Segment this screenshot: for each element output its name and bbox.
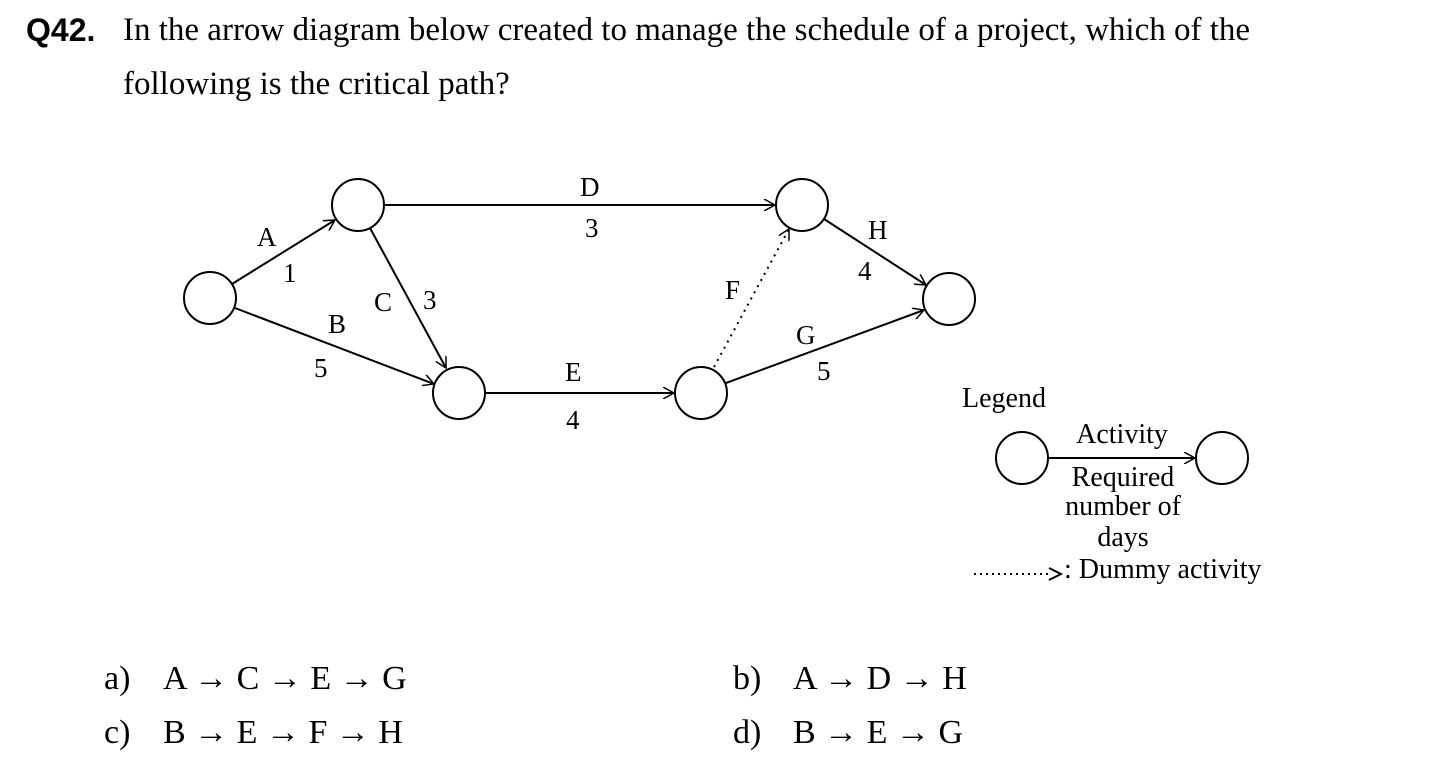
- legend-node-end: [1195, 431, 1249, 485]
- option-c-text: B → E → F → H: [163, 714, 403, 751]
- activity-label-c: C: [374, 287, 392, 317]
- activity-days-a: 1: [283, 258, 297, 288]
- legend-required-line-1: Required: [1072, 462, 1175, 493]
- option-d-label: d): [733, 714, 762, 751]
- arrow-g: [725, 310, 924, 384]
- arrow-c: [369, 227, 447, 368]
- activity-days-h: 4: [858, 256, 872, 286]
- activity-label-d: D: [580, 172, 600, 202]
- activity-days-d: 3: [585, 213, 599, 243]
- node-3: [432, 366, 486, 420]
- activity-label-a: A: [257, 222, 277, 252]
- activity-label-h: H: [868, 215, 888, 245]
- arrow-b: [234, 307, 434, 384]
- legend-dummy-label: : Dummy activity: [1064, 554, 1262, 585]
- node-6: [922, 272, 976, 326]
- node-1: [183, 271, 237, 325]
- question-text-line-2: following is the critical path?: [123, 66, 510, 102]
- option-c-label: c): [104, 714, 131, 751]
- arrow-h: [823, 218, 926, 285]
- activity-days-c: 3: [423, 285, 437, 315]
- legend-activity-label: Activity: [1076, 419, 1168, 450]
- activity-label-f: F: [725, 275, 740, 305]
- activity-label-e: E: [565, 357, 582, 387]
- legend-dummy-arrowhead: [1048, 567, 1064, 581]
- arrow-f-dummy: [713, 229, 790, 368]
- activity-days-e: 4: [566, 405, 580, 435]
- option-a-text: A → C → E → G: [163, 660, 407, 697]
- activity-days-g: 5: [817, 356, 831, 386]
- activity-label-g: G: [796, 320, 816, 350]
- arrow-a: [231, 219, 335, 285]
- legend-required-line-3: days: [1097, 522, 1148, 553]
- question-number: Q42.: [26, 12, 96, 48]
- option-b-label: b): [733, 660, 762, 697]
- activity-days-b: 5: [314, 353, 328, 383]
- node-4: [775, 178, 829, 232]
- node-5: [674, 366, 728, 420]
- legend-title: Legend: [962, 383, 1046, 414]
- option-a-label: a): [104, 660, 131, 697]
- option-b-text: A → D → H: [793, 660, 967, 697]
- legend-node-start: [995, 431, 1049, 485]
- question-text-line-1: In the arrow diagram below created to ma…: [123, 12, 1251, 48]
- activity-label-b: B: [328, 309, 346, 339]
- legend: Legend Activity Required number of days …: [962, 383, 1262, 585]
- option-d-text: B → E → G: [793, 714, 963, 751]
- node-2: [331, 178, 385, 232]
- legend-required-line-2: number of: [1065, 491, 1182, 522]
